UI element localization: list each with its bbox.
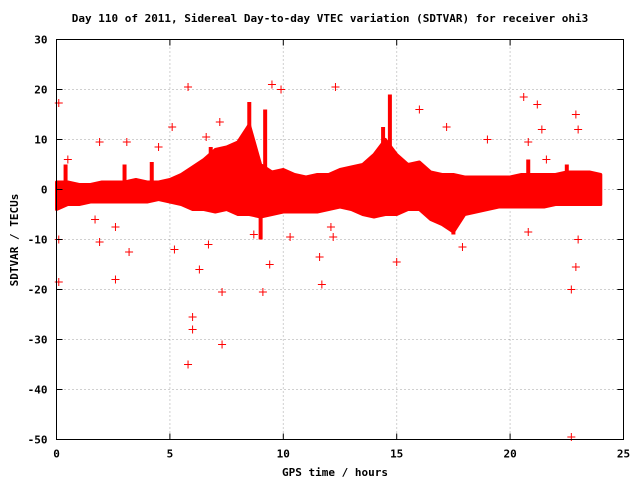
x-axis-label: GPS time / hours bbox=[282, 466, 388, 479]
data-point bbox=[331, 83, 340, 91]
y-tick-label: -50 bbox=[28, 434, 48, 447]
data-point bbox=[154, 143, 163, 151]
data-point bbox=[184, 360, 193, 369]
x-tick-label: 15 bbox=[390, 448, 403, 461]
y-tick-label: -40 bbox=[28, 384, 48, 397]
data-point bbox=[483, 135, 492, 144]
data-point bbox=[442, 123, 451, 131]
data-point bbox=[218, 288, 227, 296]
data-band bbox=[55, 94, 603, 240]
data-point bbox=[125, 248, 134, 256]
y-tick-label: -10 bbox=[28, 234, 48, 247]
data-point bbox=[519, 93, 528, 101]
y-axis-label: SDTVAR / TECUs bbox=[8, 194, 21, 287]
data-point bbox=[392, 258, 401, 266]
data-markers bbox=[54, 80, 583, 441]
data-point bbox=[317, 280, 326, 289]
y-tick-label: 10 bbox=[34, 134, 47, 147]
y-tick-label: 0 bbox=[41, 184, 48, 197]
data-point bbox=[326, 223, 335, 231]
chart-title: Day 110 of 2011, Sidereal Day-to-day VTE… bbox=[72, 12, 589, 25]
data-point bbox=[286, 233, 295, 241]
x-tick-label: 20 bbox=[503, 448, 516, 461]
data-point bbox=[265, 260, 274, 269]
data-point bbox=[267, 80, 276, 89]
dense-data-band bbox=[55, 123, 603, 234]
y-tick-label: 20 bbox=[34, 84, 47, 97]
data-point bbox=[91, 215, 100, 224]
data-point bbox=[315, 253, 324, 261]
x-tick-label: 5 bbox=[167, 448, 174, 461]
data-point bbox=[170, 245, 179, 254]
data-point bbox=[524, 228, 533, 236]
data-point bbox=[574, 125, 583, 134]
data-point bbox=[524, 138, 533, 146]
data-point bbox=[533, 100, 542, 109]
data-point bbox=[329, 233, 338, 241]
data-point bbox=[188, 313, 197, 321]
data-point bbox=[111, 223, 120, 231]
data-point bbox=[202, 133, 211, 141]
x-tick-label: 25 bbox=[617, 448, 630, 461]
data-point bbox=[458, 243, 467, 251]
data-point bbox=[111, 275, 120, 284]
data-point bbox=[571, 263, 580, 271]
data-point bbox=[277, 85, 286, 94]
data-point bbox=[415, 105, 424, 114]
data-point bbox=[542, 155, 551, 164]
data-point bbox=[258, 288, 267, 296]
y-tick-label: -30 bbox=[28, 334, 48, 347]
data-point bbox=[204, 240, 213, 249]
x-tick-label: 0 bbox=[53, 448, 60, 461]
data-point bbox=[195, 265, 204, 274]
data-point bbox=[184, 83, 193, 91]
data-point bbox=[215, 118, 224, 126]
data-point bbox=[218, 340, 227, 349]
data-point bbox=[571, 110, 580, 119]
data-point bbox=[188, 325, 197, 334]
data-point bbox=[63, 155, 72, 164]
data-point bbox=[95, 138, 104, 146]
y-tick-label: -20 bbox=[28, 284, 48, 297]
data-point bbox=[249, 230, 258, 239]
y-tick-label: 30 bbox=[34, 34, 47, 47]
axis-ticks: 0 5 10 15 20 25 30 20 10 0 -10 -20 -30 -40 -50 bbox=[28, 34, 631, 461]
data-point bbox=[122, 138, 131, 146]
data-point bbox=[567, 285, 576, 294]
data-point bbox=[574, 235, 583, 244]
data-point bbox=[168, 123, 177, 131]
x-tick-label: 10 bbox=[277, 448, 290, 461]
data-point bbox=[537, 125, 546, 134]
data-point bbox=[95, 238, 104, 246]
